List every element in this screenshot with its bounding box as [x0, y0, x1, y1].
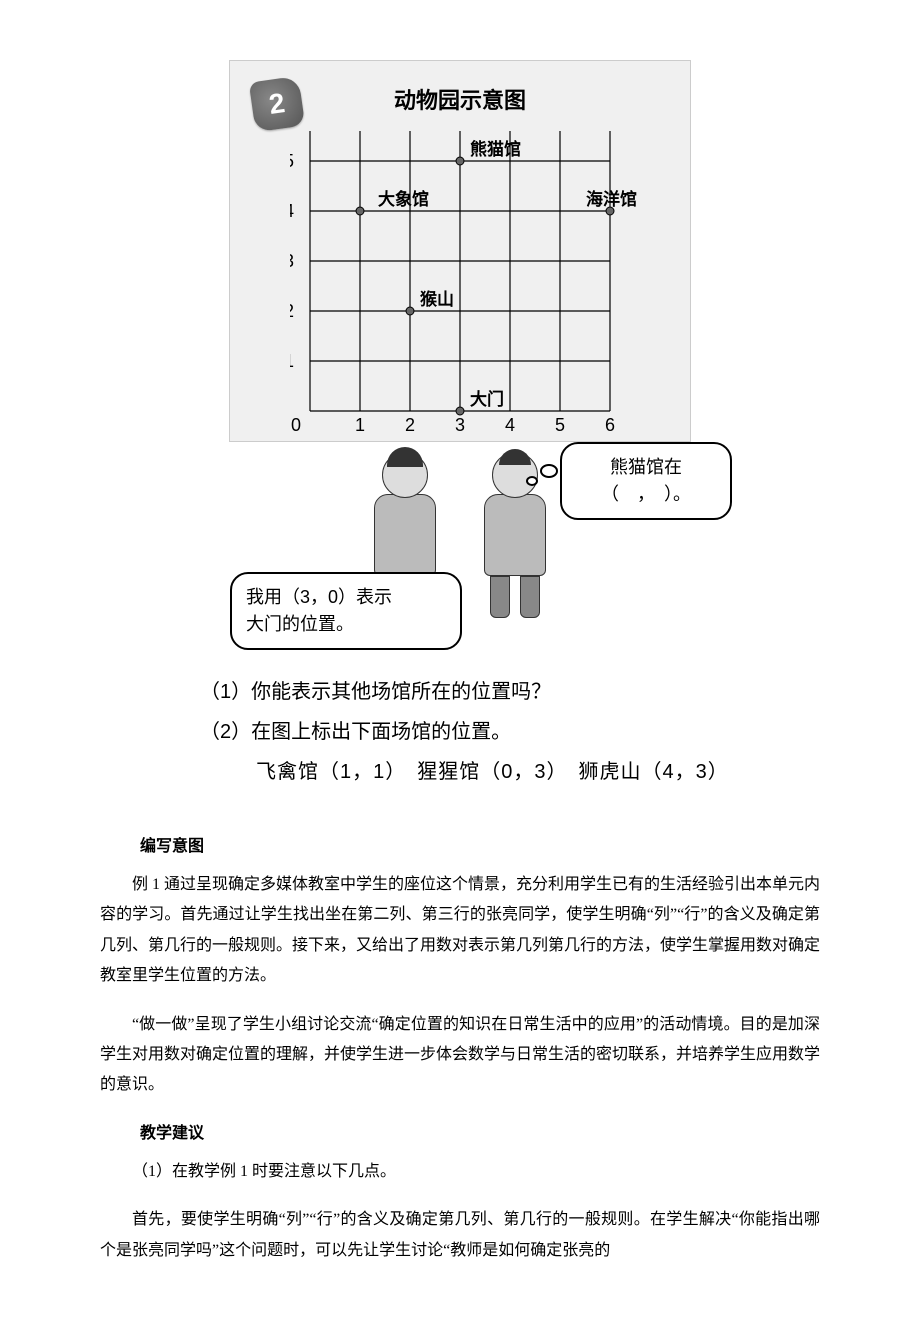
figure-questions: （1）你能表示其他场馆所在的位置吗？ （2）在图上标出下面场馆的位置。 飞禽馆（…	[200, 672, 720, 792]
chart-box: 2 动物园示意图 0123456123456 大象馆猴山大门熊猫馆海洋馆	[229, 60, 691, 442]
svg-text:海洋馆: 海洋馆	[586, 189, 637, 209]
grid-svg: 0123456123456 大象馆猴山大门熊猫馆海洋馆	[290, 131, 650, 441]
speech-right-line1: 熊猫馆在	[610, 457, 682, 477]
svg-text:5: 5	[290, 151, 294, 171]
speech-right-line2: （ ， ）。	[601, 484, 691, 504]
heading-suggestion: 教学建议	[140, 1119, 820, 1143]
svg-text:猴山: 猴山	[420, 289, 454, 309]
svg-text:大象馆: 大象馆	[378, 189, 429, 209]
thought-dot	[526, 476, 538, 486]
paragraph-1: 例 1 通过呈现确定多媒体教室中学生的座位这个情景，充分利用学生已有的生活经验引…	[100, 870, 820, 992]
question-2: （2）在图上标出下面场馆的位置。	[200, 712, 720, 752]
speech-bubble-left: 我用（3，0）表示 大门的位置。	[230, 572, 462, 650]
svg-text:1: 1	[290, 351, 294, 371]
svg-text:3: 3	[290, 251, 294, 271]
question-2-sub: 飞禽馆（1，1） 猩猩馆（0，3） 狮虎山（4，3）	[200, 752, 720, 792]
speech-left-line1: 我用（3，0）表示	[246, 587, 392, 607]
question-1: （1）你能表示其他场馆所在的位置吗？	[200, 672, 720, 712]
svg-text:熊猫馆: 熊猫馆	[470, 139, 521, 159]
chart-title: 动物园示意图	[230, 83, 690, 115]
paragraph-4: 首先，要使学生明确“列”“行”的含义及确定第几列、第几行的一般规则。在学生解决“…	[100, 1205, 820, 1266]
speech-bubble-right: 熊猫馆在 （ ， ）。	[560, 442, 732, 520]
svg-text:4: 4	[290, 201, 294, 221]
zoo-figure: 2 动物园示意图 0123456123456 大象馆猴山大门熊猫馆海洋馆	[200, 60, 720, 792]
speech-left-line2: 大门的位置。	[246, 614, 354, 634]
paragraph-3: （1）在教学例 1 时要注意以下几点。	[100, 1157, 820, 1187]
thought-dot	[540, 464, 558, 478]
svg-text:大门: 大门	[470, 389, 504, 409]
svg-text:2: 2	[290, 301, 294, 321]
speech-row: 我用（3，0）表示 大门的位置。 熊猫馆在 （ ， ）。	[200, 422, 720, 662]
heading-intent: 编写意图	[140, 832, 820, 856]
paragraph-2: “做一做”呈现了学生小组讨论交流“确定位置的知识在日常生活中的应用”的活动情境。…	[100, 1010, 820, 1101]
